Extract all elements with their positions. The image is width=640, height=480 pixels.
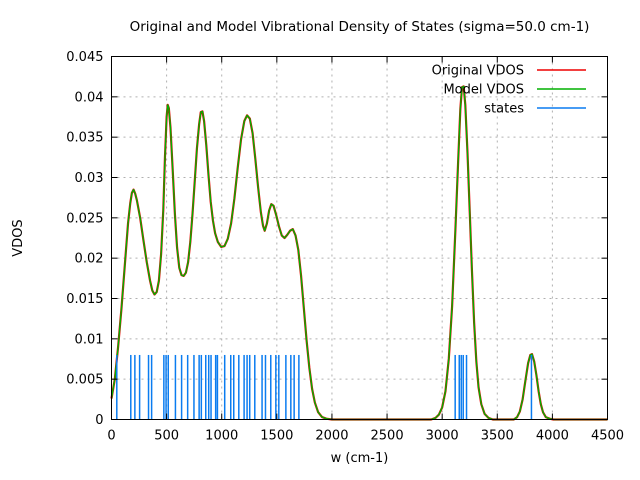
legend-label: states	[484, 102, 524, 117]
y-axis-tick-labels: 0 0.005 0.01 0.015 0.02 0.025 0.03 0.035 0.04 0.0…	[66, 50, 103, 428]
plot-border	[111, 56, 608, 420]
x-tick-label: 0	[107, 429, 115, 444]
grid-lines	[111, 56, 608, 420]
x-tick-label: 1000	[205, 429, 238, 444]
x-axis-tick-labels: 0 500 1000 1500 2000 2500 3000 3500 4000 4500	[107, 429, 624, 444]
y-tick-label: 0	[95, 413, 103, 428]
y-tick-label: 0.02	[75, 252, 104, 267]
x-tick-label: 2000	[315, 429, 348, 444]
x-axis-label: w (cm-1)	[331, 451, 389, 466]
legend-label: Original VDOS	[432, 64, 524, 79]
y-tick-label: 0.015	[66, 292, 103, 307]
y-tick-label: 0.04	[75, 90, 104, 105]
x-tick-label: 2500	[371, 429, 404, 444]
y-tick-label: 0.01	[75, 332, 104, 347]
model-vdos-curve	[110, 85, 608, 421]
y-tick-label: 0.025	[66, 211, 103, 226]
x-tick-label: 4000	[536, 429, 569, 444]
states-impulses	[116, 354, 533, 420]
x-tick-label: 3500	[481, 429, 514, 444]
legend-label: Model VDOS	[443, 83, 524, 98]
axis-ticks	[111, 56, 608, 420]
x-tick-label: 1500	[260, 429, 293, 444]
y-tick-label: 0.035	[66, 131, 103, 146]
y-tick-label: 0.005	[66, 373, 103, 388]
x-tick-label: 500	[154, 429, 179, 444]
x-tick-label: 3000	[426, 429, 459, 444]
x-tick-label: 4500	[591, 429, 624, 444]
y-axis-label: VDOS	[11, 219, 26, 256]
chart-title: Original and Model Vibrational Density o…	[130, 19, 590, 35]
vdos-curves	[110, 85, 608, 421]
original-vdos-curve	[110, 85, 608, 421]
y-tick-label: 0.045	[66, 50, 103, 65]
legend: Original VDOS Model VDOS states	[432, 64, 586, 117]
y-tick-label: 0.03	[75, 171, 104, 186]
